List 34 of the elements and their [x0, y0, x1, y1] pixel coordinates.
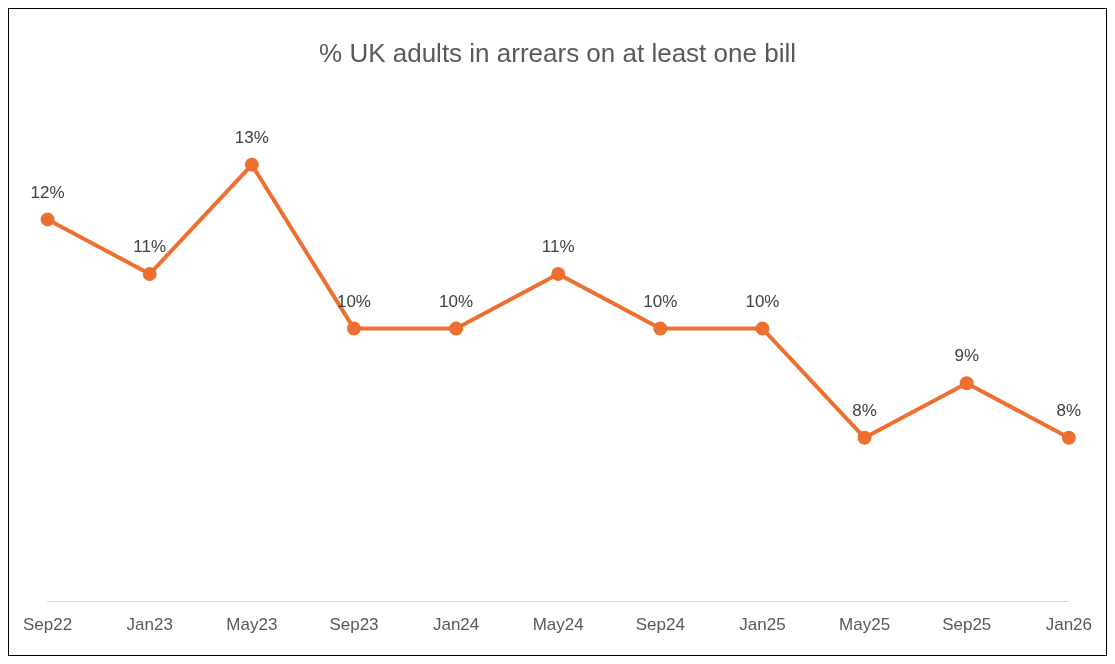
- data-label: 9%: [954, 346, 979, 366]
- x-tick-label: Jan24: [432, 615, 480, 635]
- data-label: 11%: [541, 237, 575, 257]
- data-label: 10%: [643, 291, 678, 311]
- data-label: 8%: [852, 400, 877, 420]
- data-label: 8%: [1056, 400, 1082, 420]
- point: [857, 430, 872, 445]
- x-tick-label: Jan26: [1045, 615, 1092, 635]
- chart-title: % UK adults in arrears on at least one bill: [319, 37, 796, 68]
- data-label: 12%: [30, 182, 65, 202]
- data-label: 10%: [336, 291, 371, 311]
- point: [346, 321, 361, 336]
- x-tick-label: May23: [226, 615, 278, 635]
- x-tick-label: Sep22: [22, 615, 73, 635]
- x-tick-label: Sep23: [329, 615, 379, 635]
- point: [653, 321, 668, 336]
- x-tick-label: May25: [839, 615, 891, 635]
- data-label: 10%: [745, 291, 780, 311]
- data-label: 10%: [439, 291, 474, 311]
- x-tick-label: Sep24: [635, 615, 685, 635]
- point: [449, 321, 464, 336]
- x-tick-label: May24: [532, 615, 584, 635]
- point: [1061, 430, 1076, 445]
- data-label: 11%: [133, 237, 167, 257]
- x-tick-label: Jan23: [126, 615, 173, 635]
- data-label: 13%: [234, 127, 269, 147]
- point: [755, 321, 770, 336]
- x-tick-label: Sep25: [942, 615, 992, 635]
- point: [40, 212, 55, 227]
- point: [959, 376, 974, 391]
- point: [551, 267, 566, 281]
- point: [244, 157, 259, 172]
- point: [142, 267, 157, 281]
- x-tick-label: Jan25: [739, 615, 786, 635]
